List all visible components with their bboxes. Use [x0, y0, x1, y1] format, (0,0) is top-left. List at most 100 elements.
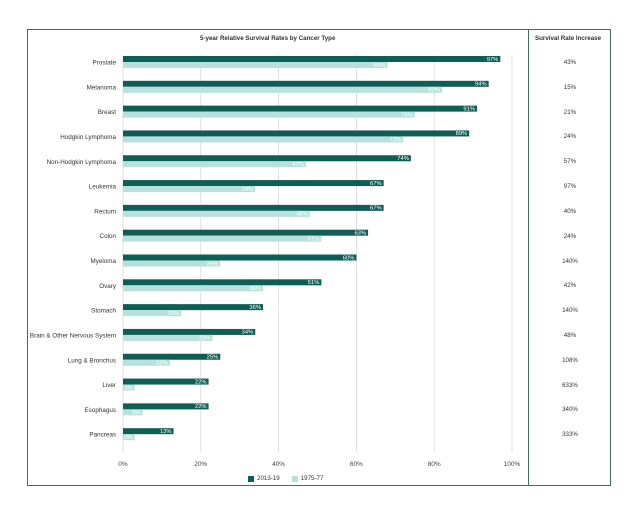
data-label-1975-77: 25%	[207, 261, 219, 267]
legend: 2013-19 1975-77	[248, 475, 323, 482]
increase-value: 340%	[562, 406, 578, 414]
bar-1975-77	[123, 285, 264, 292]
category-label: Breast	[98, 109, 116, 116]
category-label: Ovary	[99, 283, 117, 290]
data-label-2013-19: 94%	[475, 82, 487, 88]
data-label-2013-19: 22%	[195, 379, 207, 385]
legend-label-2013-19: 2013-19	[257, 475, 280, 482]
bar-1975-77	[123, 235, 322, 242]
bar-1975-77	[123, 409, 143, 416]
increase-value: 24%	[563, 232, 577, 240]
bar-2013-19	[123, 428, 174, 435]
data-label-2013-19: 91%	[463, 106, 475, 112]
data-label-1975-77: 82%	[428, 88, 440, 94]
bar-2013-19	[123, 279, 322, 286]
x-tick-label: 100%	[504, 461, 521, 468]
data-label-2013-19: 60%	[343, 255, 355, 261]
category-label: Myeloma	[90, 258, 116, 265]
category-label: Esophagus	[84, 407, 116, 414]
data-label-1975-77: 72%	[389, 137, 401, 143]
bar-1975-77	[123, 210, 310, 217]
chart-frame	[27, 29, 611, 486]
bar-1975-77	[123, 86, 442, 93]
bar-1975-77	[123, 111, 415, 118]
increase-value: 57%	[563, 158, 577, 166]
data-label-2013-19: 36%	[249, 305, 261, 311]
data-label-1975-77: 68%	[374, 63, 386, 69]
bar-2013-19	[123, 304, 264, 311]
data-label-1975-77: 75%	[401, 112, 413, 118]
bar-1975-77	[123, 334, 213, 341]
bar-2013-19	[123, 378, 209, 385]
increase-value: 333%	[562, 431, 578, 439]
legend-swatch-1975-77	[291, 475, 298, 482]
x-tick-label: 0%	[118, 461, 128, 468]
category-label: Lung & Bronchus	[68, 357, 116, 364]
data-label-2013-19: 67%	[370, 206, 382, 212]
increase-value: 140%	[562, 307, 578, 315]
increase-column-title: Survival Rate Increase	[535, 35, 602, 42]
data-label-2013-19: 25%	[207, 355, 219, 361]
data-label-1975-77: 3%	[124, 385, 132, 391]
increase-value: 140%	[562, 257, 578, 265]
data-label-2013-19: 63%	[354, 230, 366, 236]
bar-2013-19	[123, 155, 411, 162]
category-label: Stomach	[91, 308, 116, 315]
x-tick-label: 20%	[194, 461, 207, 468]
column-divider	[528, 29, 529, 486]
bar-2013-19	[123, 204, 384, 211]
category-label: Rectum	[94, 208, 116, 215]
data-label-2013-19: 22%	[195, 404, 207, 410]
data-label-1975-77: 3%	[124, 435, 132, 441]
data-label-2013-19: 51%	[308, 280, 320, 286]
category-label: Melanoma	[87, 84, 117, 91]
bar-2013-19	[123, 353, 221, 360]
increase-value: 48%	[563, 331, 577, 339]
bar-2013-19	[123, 130, 470, 137]
data-label-1975-77: 47%	[292, 162, 304, 168]
bar-1975-77	[123, 310, 182, 317]
category-label: Prostate	[93, 60, 117, 67]
data-label-1975-77: 12%	[156, 361, 168, 367]
bar-2013-19	[123, 254, 357, 261]
bar-1975-77	[123, 136, 404, 143]
bar-2013-19	[123, 56, 501, 62]
data-label-1975-77: 34%	[242, 187, 254, 193]
bar-1975-77	[123, 161, 306, 168]
legend-label-1975-77: 1975-77	[300, 475, 324, 482]
x-tick-label: 80%	[428, 461, 441, 468]
data-label-1975-77: 23%	[199, 336, 211, 342]
category-label: Liver	[102, 382, 116, 389]
bar-1975-77	[123, 62, 388, 68]
category-label: Brain & Other Nervous System	[30, 332, 116, 339]
bar-2013-19	[123, 403, 209, 410]
category-label: Pancreas	[89, 432, 116, 439]
data-label-2013-19: 97%	[487, 57, 499, 63]
data-label-2013-19: 89%	[456, 131, 468, 137]
chart-title: 5-year Relative Survival Rates by Cancer…	[200, 35, 336, 42]
category-label: Hodgkin Lymphoma	[60, 134, 116, 141]
bar-2013-19	[123, 328, 256, 335]
data-label-1975-77: 48%	[296, 212, 308, 218]
increase-value: 15%	[563, 83, 577, 91]
legend-swatch-2013-19	[248, 475, 254, 482]
bar-1975-77	[123, 359, 170, 366]
data-label-2013-19: 13%	[160, 429, 172, 435]
data-label-2013-19: 74%	[397, 156, 409, 162]
increase-value: 97%	[563, 183, 577, 191]
bar-2013-19	[123, 180, 384, 187]
bar-1975-77	[123, 384, 135, 391]
data-label-1975-77: 15%	[168, 311, 180, 317]
increase-value: 24%	[563, 133, 577, 141]
bar-1975-77	[123, 434, 135, 441]
category-label: Leukemia	[89, 184, 117, 191]
increase-value: 40%	[563, 207, 577, 215]
increase-value: 108%	[562, 356, 578, 364]
increase-value: 21%	[563, 108, 577, 116]
bar-2013-19	[123, 80, 489, 87]
data-label-2013-19: 34%	[242, 330, 254, 336]
data-label-1975-77: 51%	[308, 236, 320, 242]
increase-value: 43%	[563, 59, 577, 66]
bar-1975-77	[123, 186, 256, 193]
